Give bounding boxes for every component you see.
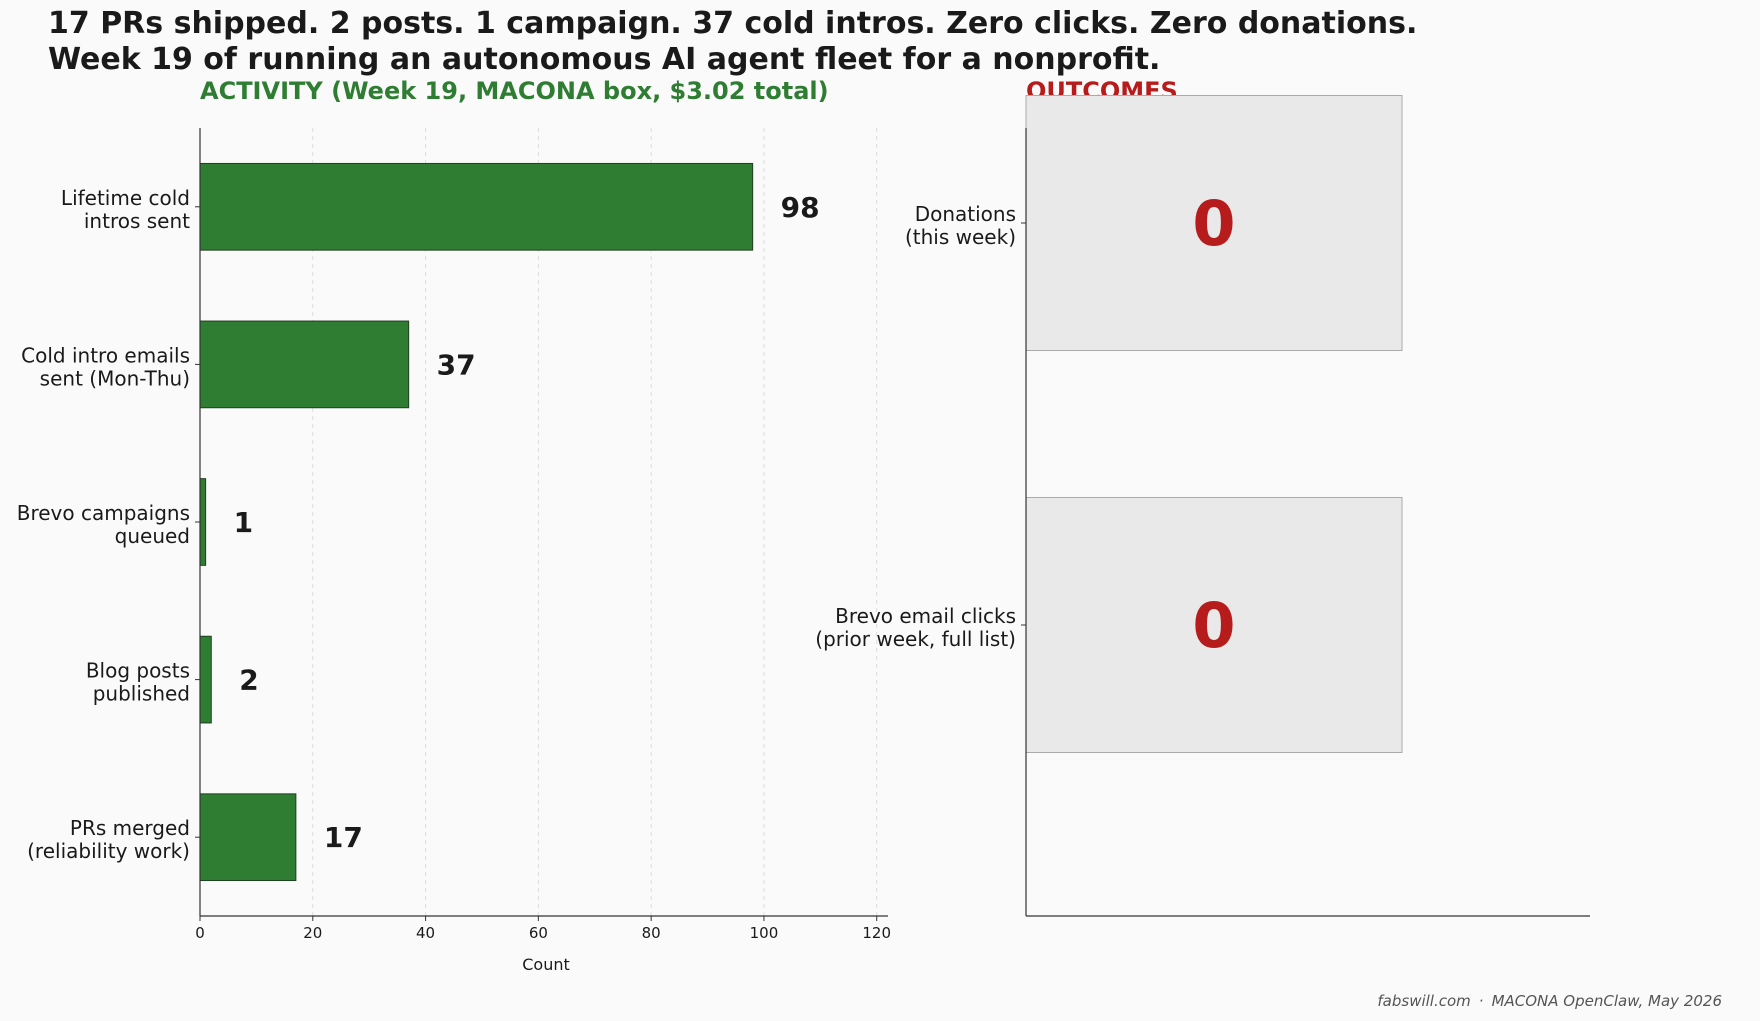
outcome-box [1025,95,1403,351]
activity-bar [199,793,297,882]
x-tick-label: 40 [416,924,435,942]
x-tick-label: 0 [195,924,205,942]
x-tick-label: 60 [529,924,548,942]
activity-value-label: 17 [324,821,363,854]
footer-credit-text: MACONA OpenClaw, May 2026 [1491,992,1722,1010]
activity-panel-title: ACTIVITY (Week 19, MACONA box, $3.02 tot… [200,77,829,105]
activity-bar [199,478,207,566]
x-tick-label: 100 [750,924,779,942]
outcome-value-label: 0 [1192,187,1235,260]
activity-value-label: 98 [781,191,820,224]
headline-line-1: 17 PRs shipped. 2 posts. 1 campaign. 37 … [48,6,1418,41]
outcomes-panel: 0 Donations (this week) 0 Brevo email clicks… [815,95,1590,917]
x-tick-label: 20 [303,924,322,942]
chart-headline: 17 PRs shipped. 2 posts. 1 campaign. 37 … [48,6,1417,78]
activity-panel: 98 Lifetime cold intros sent 37 Cold intro e… [17,128,891,974]
outcome-category-label: Donations (this week) [905,202,1016,249]
activity-bar [199,162,754,251]
x-tick-label: 120 [862,924,891,942]
outcome-value-label: 0 [1192,589,1235,662]
activity-value-label: 2 [239,664,258,697]
footer-separator: · [1478,992,1484,1010]
activity-value-label: 1 [234,506,253,539]
activity-category-label: Blog posts published [86,659,190,706]
activity-x-axis-label: Count [522,955,570,974]
outcome-box [1025,497,1403,753]
x-tick-label: 80 [642,924,661,942]
activity-value-label: 37 [437,348,476,381]
activity-category-label: PRs merged (reliability work) [27,816,190,863]
footer-credit: fabswill.com · MACONA OpenClaw, May 2026 [1377,992,1722,1010]
activity-bar [199,320,410,409]
footer-site: fabswill.com [1377,992,1471,1010]
activity-category-label: Lifetime cold intros sent [61,186,190,233]
activity-category-label: Brevo campaigns queued [17,501,190,548]
activity-category-label: Cold intro emails sent (Mon-Thu) [21,343,190,390]
outcome-category-label: Brevo email clicks (prior week, full list… [815,604,1016,651]
headline-line-2: Week 19 of running an autonomous AI agen… [48,42,1161,77]
activity-bar [199,635,212,724]
